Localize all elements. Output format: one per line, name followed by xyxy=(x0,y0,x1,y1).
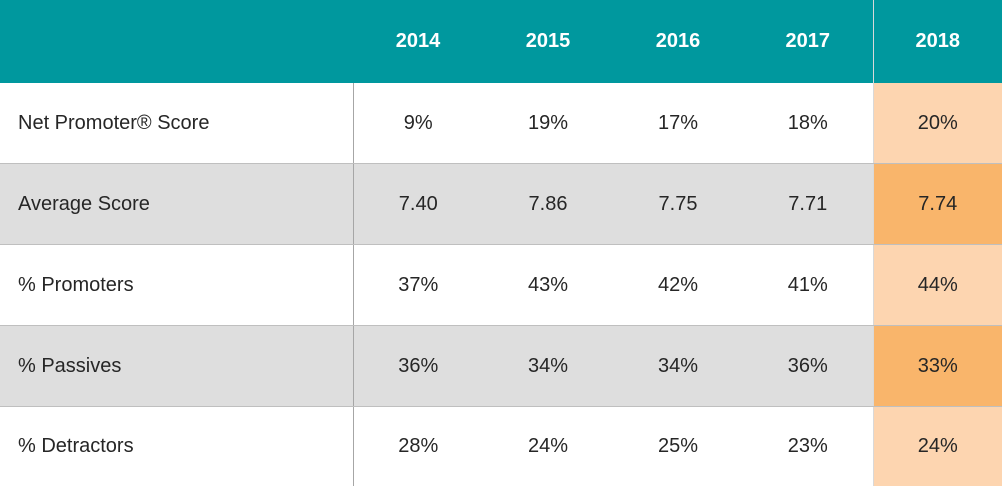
row-label: Net Promoter® Score xyxy=(0,83,354,164)
table-row: Average Score 7.40 7.86 7.75 7.71 7.74 xyxy=(0,163,1002,245)
table-cell: 23% xyxy=(743,406,873,486)
table-cell: 25% xyxy=(613,406,743,486)
table-cell: 34% xyxy=(613,325,743,407)
table-cell: 7.75 xyxy=(613,163,743,245)
header-cell-2018: 2018 xyxy=(872,0,1002,83)
table-row: % Passives 36% 34% 34% 36% 33% xyxy=(0,325,1002,407)
table-row: % Promoters 37% 43% 42% 41% 44% xyxy=(0,244,1002,326)
table-cell: 43% xyxy=(483,244,613,326)
highlighted-cell: 24% xyxy=(872,406,1002,486)
highlighted-cell: 20% xyxy=(872,83,1002,164)
row-label: % Passives xyxy=(0,325,354,407)
table-cell: 7.40 xyxy=(353,163,483,245)
table-cell: 18% xyxy=(743,83,873,164)
row-label: % Detractors xyxy=(0,406,354,486)
table-cell: 7.86 xyxy=(483,163,613,245)
highlighted-cell: 7.74 xyxy=(872,163,1002,245)
row-label: Average Score xyxy=(0,163,354,245)
highlighted-cell: 44% xyxy=(872,244,1002,326)
header-row: 2014 2015 2016 2017 2018 xyxy=(0,0,1002,83)
header-cell-empty xyxy=(0,0,353,83)
table-cell: 36% xyxy=(353,325,483,407)
table-cell: 34% xyxy=(483,325,613,407)
table-cell: 28% xyxy=(353,406,483,486)
table-cell: 42% xyxy=(613,244,743,326)
table-cell: 7.71 xyxy=(743,163,873,245)
header-cell-2014: 2014 xyxy=(353,0,483,83)
header-cell-2017: 2017 xyxy=(743,0,873,83)
header-cell-2016: 2016 xyxy=(613,0,743,83)
table-cell: 24% xyxy=(483,406,613,486)
highlighted-cell: 33% xyxy=(872,325,1002,407)
row-label: % Promoters xyxy=(0,244,354,326)
table-row: % Detractors 28% 24% 25% 23% 24% xyxy=(0,406,1002,486)
table-cell: 17% xyxy=(613,83,743,164)
header-cell-2015: 2015 xyxy=(483,0,613,83)
table-cell: 41% xyxy=(743,244,873,326)
table-cell: 37% xyxy=(353,244,483,326)
table-cell: 36% xyxy=(743,325,873,407)
table-cell: 9% xyxy=(353,83,483,164)
table-row: Net Promoter® Score 9% 19% 17% 18% 20% xyxy=(0,83,1002,164)
table-cell: 19% xyxy=(483,83,613,164)
